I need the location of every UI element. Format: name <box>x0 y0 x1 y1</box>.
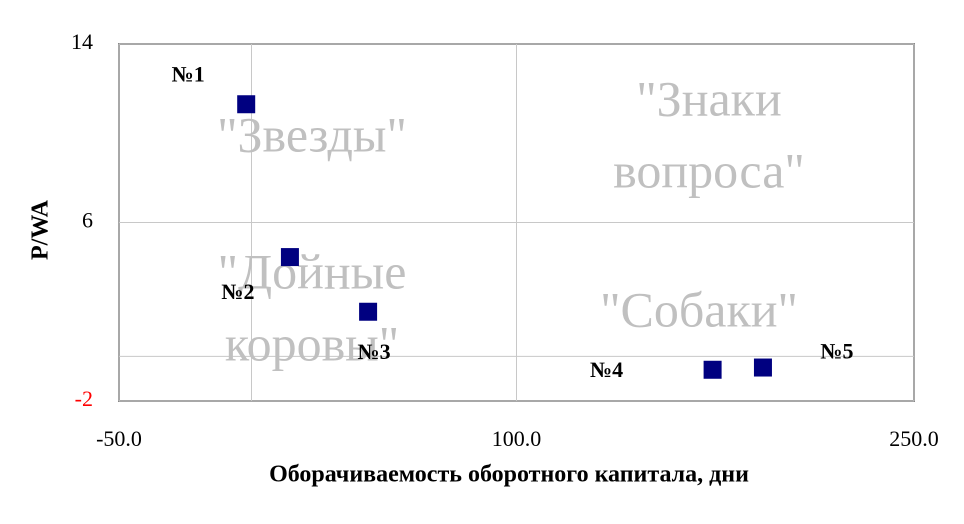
point-label: №5 <box>820 339 853 364</box>
point <box>753 358 772 377</box>
x-tick-label: -50.0 <box>96 426 142 451</box>
point <box>280 248 299 267</box>
quadrant-label: "Звезды" <box>217 106 407 162</box>
point <box>359 302 378 321</box>
point-label: №4 <box>590 357 623 382</box>
point <box>703 360 722 379</box>
y-axis-label: P/WA <box>28 199 54 260</box>
quadrant-label: "Дойные <box>218 243 407 299</box>
y-tick-label: 14 <box>71 29 93 54</box>
x-tick-label: 100.0 <box>492 426 542 451</box>
y-tick-label: -2 <box>75 386 93 411</box>
y-tick-label: 6 <box>82 208 93 233</box>
point <box>237 95 256 114</box>
quadrant-label: вопроса" <box>613 142 805 198</box>
quadrant-label: "Знаки <box>636 70 781 126</box>
quadrant-label: коровы" <box>225 315 399 371</box>
point-label: №2 <box>221 279 254 304</box>
point-label: №1 <box>172 61 205 86</box>
x-axis-label: Оборачиваемость оборотного капитала, дни <box>269 462 749 488</box>
point-label: №3 <box>358 339 391 364</box>
quadrant-label: "Собаки" <box>600 281 798 337</box>
x-tick-label: 250.0 <box>889 426 939 451</box>
